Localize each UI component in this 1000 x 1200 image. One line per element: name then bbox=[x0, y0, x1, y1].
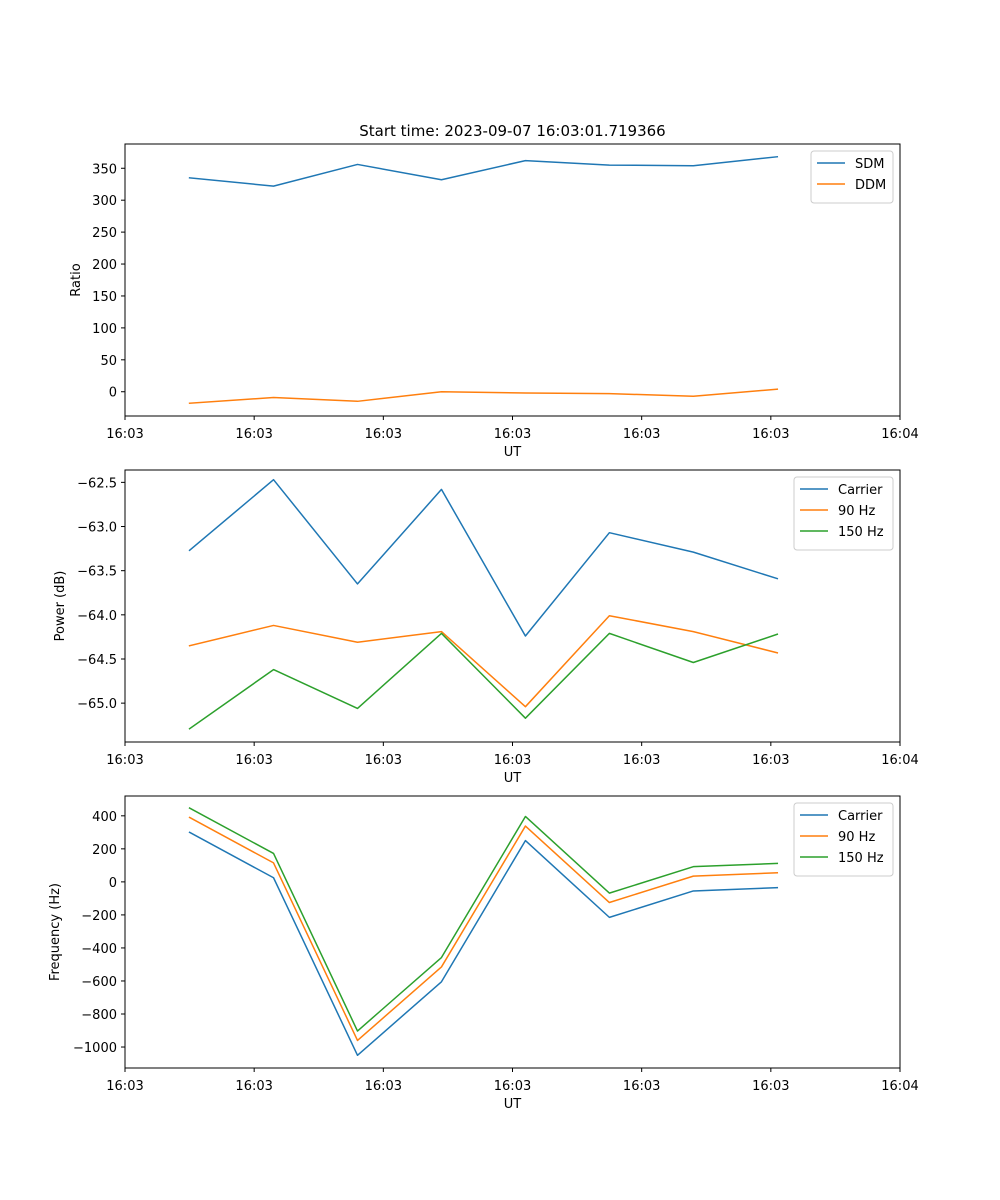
x-axis-label: UT bbox=[504, 1097, 522, 1112]
y-tick-label: 350 bbox=[92, 162, 117, 177]
series-line-90-hz bbox=[188, 614, 779, 708]
legend: Carrier 90 Hz 150 Hz bbox=[793, 476, 894, 551]
x-tick-label: 16:03 bbox=[752, 1079, 789, 1094]
x-tick-label: 16:03 bbox=[623, 1079, 660, 1094]
legend: SDM DDM bbox=[810, 150, 894, 204]
y-tick-label: 150 bbox=[92, 290, 117, 305]
x-tick-label: 16:03 bbox=[235, 1079, 272, 1094]
x-tick-label: 16:03 bbox=[365, 1079, 402, 1094]
x-tick-label: 16:03 bbox=[235, 427, 272, 442]
y-tick-label: 0 bbox=[109, 876, 117, 891]
y-tick-label: −64.0 bbox=[77, 609, 117, 624]
x-tick-label: 16:04 bbox=[881, 1079, 918, 1094]
chart-panel-1: 16:03 16:03 16:03 16:03 16:03 16:03 16:04 0 50 10… bbox=[69, 143, 919, 460]
x-tick-label: 16:03 bbox=[494, 427, 531, 442]
x-tick-label: 16:03 bbox=[623, 427, 660, 442]
y-tick-label: 100 bbox=[92, 322, 117, 337]
legend-label: 150 Hz bbox=[838, 851, 884, 866]
x-tick-label: 16:03 bbox=[235, 753, 272, 768]
x-tick-label: 16:03 bbox=[365, 753, 402, 768]
series-line-150-hz bbox=[188, 807, 779, 1032]
y-axis-label: Frequency (Hz) bbox=[48, 883, 63, 981]
chart-panel-2: 16:03 16:03 16:03 16:03 16:03 16:03 16:04 −65.0… bbox=[53, 469, 919, 786]
series-line-ddm bbox=[188, 388, 779, 405]
y-axis-label: Power (dB) bbox=[53, 571, 68, 642]
y-tick-label: −63.5 bbox=[77, 565, 117, 580]
series-line-carrier bbox=[188, 831, 779, 1057]
y-tick-label: −64.5 bbox=[77, 653, 117, 668]
series-line-carrier bbox=[188, 478, 779, 637]
y-tick-label: 200 bbox=[92, 843, 117, 858]
x-tick-label: 16:04 bbox=[881, 753, 918, 768]
y-tick-label: −1000 bbox=[73, 1041, 117, 1056]
y-tick-label: −400 bbox=[81, 942, 117, 957]
y-tick-label: −65.0 bbox=[77, 697, 117, 712]
x-tick-label: 16:03 bbox=[752, 753, 789, 768]
figure-title: Start time: 2023-09-07 16:03:01.719366 bbox=[359, 122, 665, 140]
legend-label: DDM bbox=[855, 178, 886, 193]
y-tick-label: 250 bbox=[92, 226, 117, 241]
y-tick-label: 400 bbox=[92, 810, 117, 825]
legend-label: SDM bbox=[855, 157, 884, 172]
x-tick-label: 16:03 bbox=[752, 427, 789, 442]
y-tick-label: −600 bbox=[81, 975, 117, 990]
legend-box bbox=[810, 150, 894, 204]
y-tick-label: 200 bbox=[92, 258, 117, 273]
x-tick-label: 16:03 bbox=[494, 753, 531, 768]
y-tick-label: 300 bbox=[92, 194, 117, 209]
legend-label: 90 Hz bbox=[838, 830, 875, 845]
series-line-sdm bbox=[188, 155, 779, 187]
x-tick-label: 16:04 bbox=[881, 427, 918, 442]
legend-label: Carrier bbox=[838, 809, 883, 824]
y-tick-label: 0 bbox=[109, 386, 117, 401]
x-tick-label: 16:03 bbox=[106, 1079, 143, 1094]
x-tick-label: 16:03 bbox=[494, 1079, 531, 1094]
legend-label: 150 Hz bbox=[838, 525, 884, 540]
chart-panels: 16:03 16:03 16:03 16:03 16:03 16:03 16:04 0 50 10… bbox=[48, 143, 919, 1112]
series-line-90-hz bbox=[188, 816, 779, 1042]
series-line-150-hz bbox=[188, 632, 779, 730]
legend: Carrier 90 Hz 150 Hz bbox=[793, 802, 894, 877]
y-tick-label: −63.0 bbox=[77, 521, 117, 536]
y-tick-label: −800 bbox=[81, 1008, 117, 1023]
chart-panel-3: 16:03 16:03 16:03 16:03 16:03 16:03 16:04 −1000… bbox=[48, 795, 919, 1112]
y-axis-label: Ratio bbox=[69, 263, 84, 296]
x-tick-label: 16:03 bbox=[365, 427, 402, 442]
y-tick-label: −62.5 bbox=[77, 476, 117, 491]
x-tick-label: 16:03 bbox=[106, 427, 143, 442]
legend-label: Carrier bbox=[838, 483, 883, 498]
x-axis-label: UT bbox=[504, 445, 522, 460]
x-axis-label: UT bbox=[504, 771, 522, 786]
x-tick-label: 16:03 bbox=[623, 753, 660, 768]
x-tick-label: 16:03 bbox=[106, 753, 143, 768]
y-tick-label: −200 bbox=[81, 909, 117, 924]
y-tick-label: 50 bbox=[100, 354, 117, 369]
legend-label: 90 Hz bbox=[838, 504, 875, 519]
